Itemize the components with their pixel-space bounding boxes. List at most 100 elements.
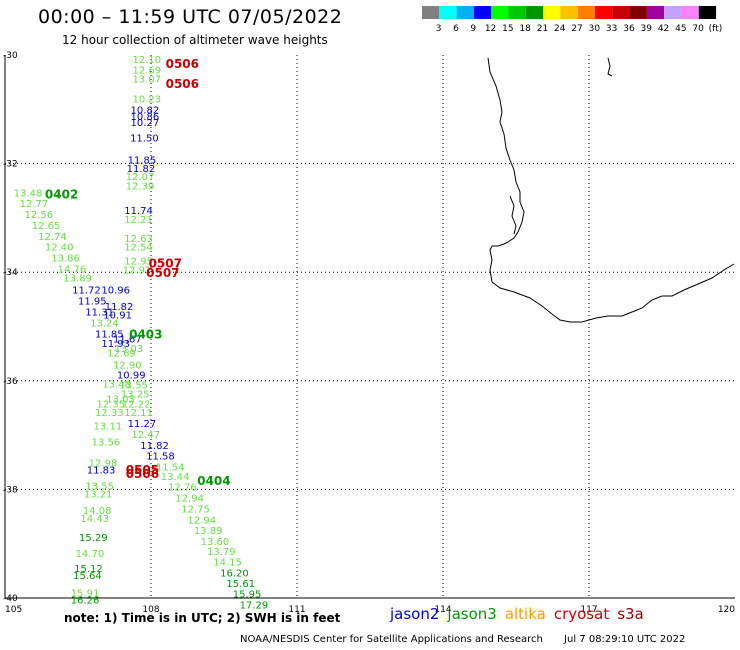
satellite-legend-s3a: s3a [617,605,644,623]
latitude-tick-label: -34 [3,268,18,278]
colorbar-swatch [646,6,665,19]
wave-height-observations: 12.1012.6913.0710.2310.8210.8610.2711.50… [14,55,268,612]
wave-height-value: 13.24 [90,319,119,330]
wave-height-value: 12.95 [124,256,153,267]
wave-height-value: 16.26 [71,596,100,607]
wave-height-value: 13.07 [133,74,162,85]
wave-height-value: 13.56 [92,438,121,449]
wave-height-value: 10.96 [101,286,130,297]
colorbar-label: 24 [554,24,566,34]
colorbar-label: (ft) [709,24,723,34]
wave-height-value: 10.91 [103,311,132,322]
wave-height-value: 12.69 [133,66,162,77]
wave-height-value: 13.79 [207,547,236,558]
coastline-island [607,57,613,77]
wave-height-value: 12.07 [126,172,155,183]
colorbar-label: 12 [485,24,496,34]
wave-height-value: 12.76 [168,483,197,494]
wave-height-value: 11.85 [95,330,124,341]
wave-height-value: 15.12 [74,564,103,575]
wave-height-value: 12.65 [32,221,61,232]
longitude-tick-label: 105 [5,605,22,615]
wave-height-value: 12.22 [122,400,151,411]
wave-height-value: 13.55 [85,482,114,493]
satellite-legend-cryosat: cryosat [553,605,610,623]
wave-height-value: 11.72 [72,286,101,297]
colorbar-label: 21 [537,24,548,34]
credit-organization: NOAA/NESDIS Center for Satellite Applica… [240,634,543,645]
pass-time-label: 0403 [129,328,162,342]
wave-height-value: 10.27 [131,118,160,129]
colorbar-label: 45 [675,24,686,34]
wave-height-value: 14.70 [76,549,105,560]
wave-height-value: 11.82 [127,164,156,175]
colorbar-label: 36 [623,24,635,34]
wave-height-value: 10.99 [117,370,146,381]
colorbar-swatch [508,6,526,19]
map-frame [4,55,735,599]
wave-height-value: 11.85 [128,155,157,166]
wave-height-value: 13.21 [84,490,113,501]
latitude-tick-label: -36 [3,377,18,387]
colorbar-label: 39 [641,24,653,34]
wave-height-value: 13.89 [194,526,223,537]
wave-height-value: 13.55 [119,381,148,392]
coastline-mainland [487,57,735,323]
colorbar-swatch [525,6,544,19]
wave-height-value: 12.94 [188,515,217,526]
wave-height-value: 12.21 [124,215,153,226]
wave-height-value: 12.33 [95,408,124,419]
latitude-tick-label: -38 [3,485,18,495]
australia-coastline [487,57,735,323]
wave-height-value: 13.03 [115,344,144,355]
wave-height-value: 13.48 [102,380,131,391]
wave-height-value: 10.23 [133,94,162,105]
pass-time-label: 0506 [126,467,159,481]
credit-timestamp: Jul 7 08:29:10 UTC 2022 [564,634,686,645]
wave-height-value: 11.31 [85,307,114,318]
wave-height-value: 11.58 [146,452,175,463]
colorbar-label: 6 [453,24,459,34]
wave-height-value: 13.60 [201,537,230,548]
colorbar-swatch [473,6,492,19]
pass-time-label: 0402 [45,187,78,201]
map-subtitle: 12 hour collection of altimeter wave hei… [62,33,328,47]
latitude-tick-label: -32 [3,160,18,170]
pass-time-label: 0507 [149,256,182,270]
pass-time-label: 0404 [197,474,230,488]
wave-height-value: 12.98 [89,458,118,469]
satellite-legend: jason2 jason3 altika cryosat s3a [390,605,652,623]
longitude-tick-label: 117 [580,605,597,615]
satellite-legend-altika: altika [504,605,546,623]
satellite-legend-jason3: jason3 [447,605,497,623]
wave-height-value: 10.82 [131,105,160,116]
colorbar-swatch [456,6,474,19]
longitude-tick-label: 111 [288,605,305,615]
colorbar-label: 70 [692,24,704,34]
wave-height-value: 10.86 [131,112,160,123]
longitude-tick-label: 114 [434,605,451,615]
graticule [5,55,735,598]
color-scale-legend: 3 6 9 12 15 18 21 24 27 30 33 36 39 42 45 70 (ft) [422,6,722,34]
wave-height-value: 12.54 [124,243,153,254]
wave-height-value: 15.91 [71,589,100,600]
wave-height-value: 12.40 [45,243,74,254]
wave-height-value: 12.11 [124,408,153,419]
wave-height-value: 14.43 [80,514,109,525]
longitude-tick-label: 108 [142,605,159,615]
colorbar-swatch [560,6,578,19]
wave-height-value: 12.69 [107,349,136,360]
pass-time-label: 0505 [126,463,159,477]
credit-line: NOAA/NESDIS Center for Satellite Applica… [240,634,703,645]
latitude-tick-label: -30 [3,51,18,61]
wave-height-value: 12.74 [38,232,67,243]
wave-height-value: 11.27 [128,419,157,430]
wave-height-value: 11.95 [78,296,107,307]
colorbar-swatch [491,6,509,19]
pass-time-label: 0506 [166,77,199,91]
wave-height-value: 17.29 [240,601,269,612]
longitude-tick-label: 120 [718,605,735,615]
wave-height-value: 13.89 [63,274,92,285]
wave-height-value: 11.54 [156,463,185,474]
